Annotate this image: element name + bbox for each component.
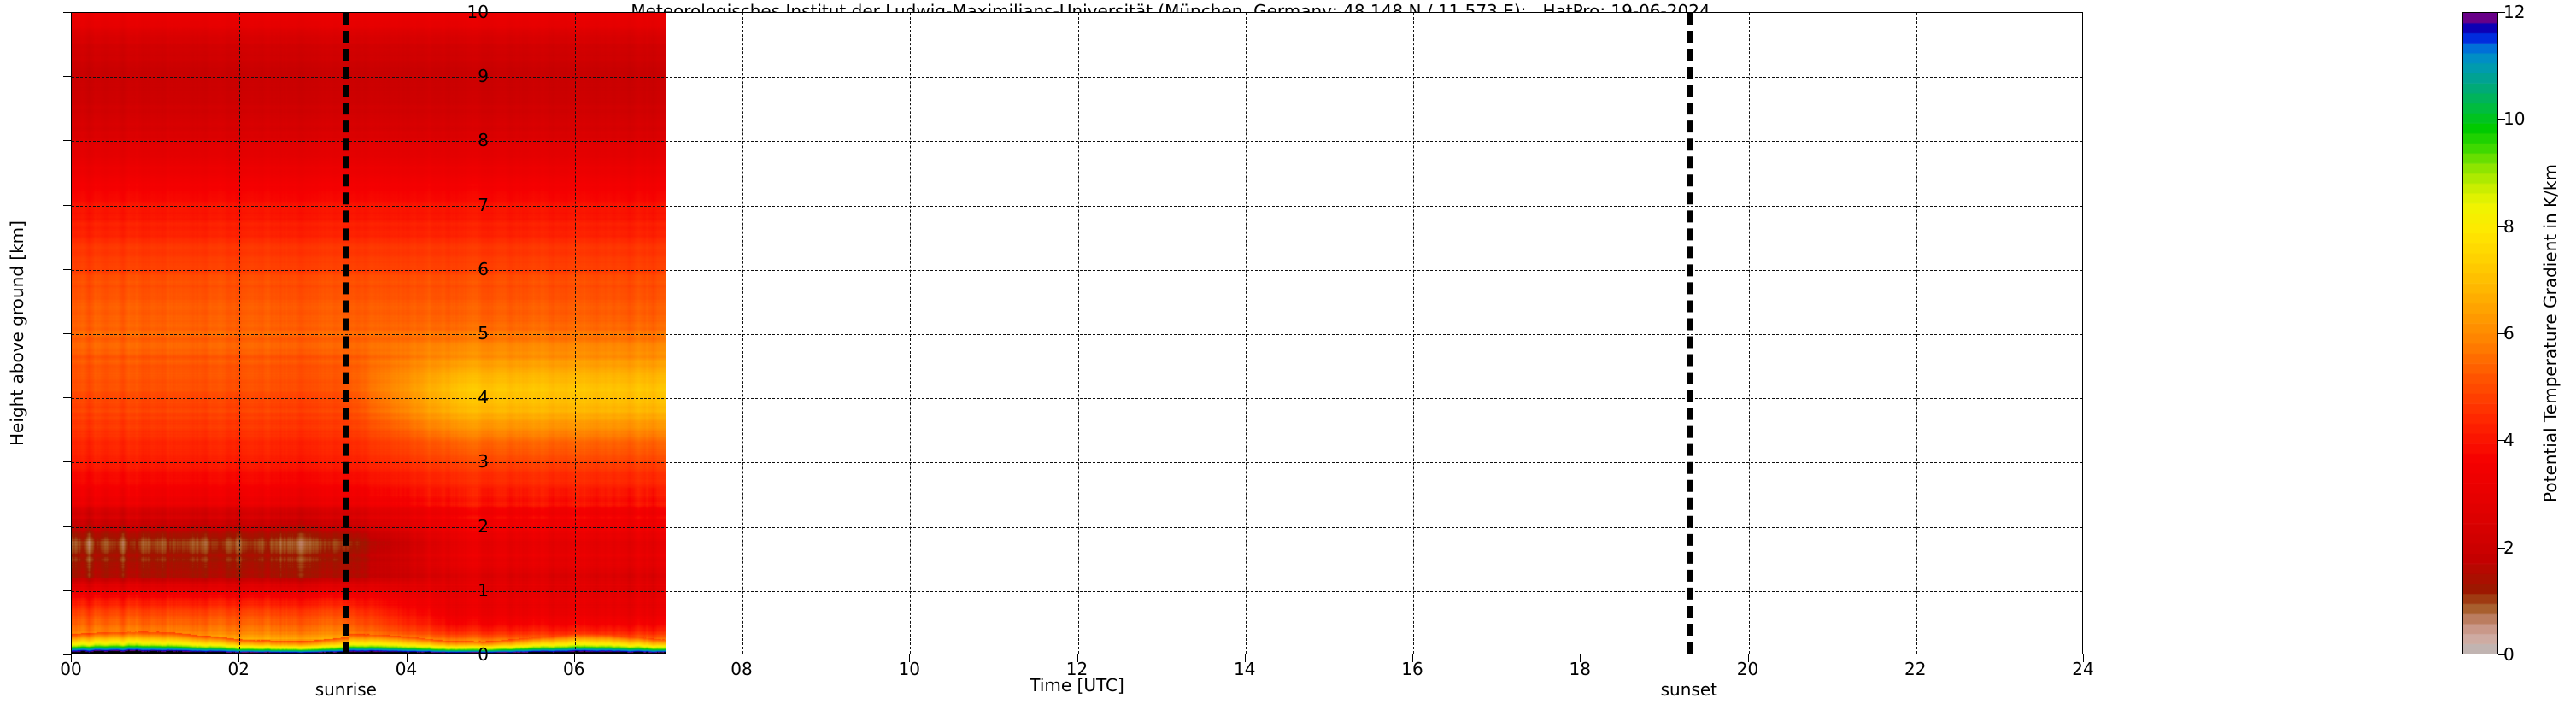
colorbar-tick-label: 8	[2503, 215, 2514, 237]
x-tick-label: 06	[563, 659, 585, 679]
gridline-vertical	[1916, 13, 1917, 654]
x-tick-mark	[1244, 654, 1246, 662]
y-tick-label: 4	[478, 387, 489, 408]
x-tick-label: 22	[1904, 659, 1927, 679]
x-tick-label: 04	[395, 659, 418, 679]
colorbar-tick-label: 0	[2503, 644, 2514, 665]
colorbar-tick-label: 10	[2503, 109, 2526, 130]
heatmap-canvas	[72, 13, 666, 654]
colorbar-tick-mark	[2498, 12, 2505, 13]
gridline-vertical	[1748, 13, 1750, 654]
colorbar-tick-mark	[2498, 333, 2505, 334]
y-tick-mark	[63, 590, 71, 591]
gridline-vertical	[742, 13, 743, 654]
y-tick-label: 3	[478, 451, 489, 472]
x-tick-mark	[1412, 654, 1413, 662]
colorbar-tick-label: 2	[2503, 537, 2514, 558]
y-tick-label: 7	[478, 194, 489, 215]
y-tick-mark	[63, 654, 71, 655]
x-tick-label: 20	[1736, 659, 1759, 679]
x-tick-mark	[2083, 654, 2084, 662]
colorbar-tick-mark	[2498, 226, 2505, 227]
x-tick-mark	[909, 654, 911, 662]
sunset-label: sunset	[1660, 679, 1717, 700]
x-tick-label: 18	[1569, 659, 1591, 679]
x-tick-mark	[1747, 654, 1749, 662]
y-tick-mark	[63, 140, 71, 142]
x-tick-label: 14	[1234, 659, 1256, 679]
y-tick-mark	[63, 461, 71, 463]
colorbar-label: Potential Temperature Gradient in K/km	[2540, 164, 2561, 502]
y-tick-mark	[63, 397, 71, 399]
x-tick-label: 00	[60, 659, 82, 679]
colorbar-tick-mark	[2498, 119, 2505, 120]
colorbar[interactable]	[2462, 12, 2498, 654]
gridline-vertical	[1413, 13, 1414, 654]
y-tick-mark	[63, 12, 71, 13]
x-axis-label: Time [UTC]	[1030, 675, 1124, 695]
x-tick-label: 24	[2072, 659, 2094, 679]
gridline-vertical	[910, 13, 912, 654]
y-tick-label: 9	[478, 66, 489, 87]
x-tick-label: 16	[1401, 659, 1423, 679]
y-tick-label: 0	[478, 644, 489, 665]
x-tick-mark	[1077, 654, 1078, 662]
gridline-vertical	[1245, 13, 1247, 654]
colorbar-canvas	[2463, 13, 2497, 654]
colorbar-tick-label: 4	[2503, 430, 2514, 451]
y-axis-label-wrap: Height above ground [km]	[7, 0, 41, 666]
y-tick-label: 6	[478, 258, 489, 279]
sunrise-label: sunrise	[314, 679, 377, 700]
y-tick-label: 10	[466, 2, 489, 22]
gridline-vertical	[1077, 13, 1079, 654]
x-tick-mark	[406, 654, 408, 662]
y-tick-label: 8	[478, 130, 489, 151]
y-tick-label: 2	[478, 515, 489, 537]
colorbar-tick-mark	[2498, 547, 2505, 549]
x-tick-label: 02	[227, 659, 249, 679]
x-tick-mark	[1580, 654, 1581, 662]
colorbar-tick-mark	[2498, 654, 2505, 655]
y-tick-label: 1	[478, 579, 489, 601]
y-tick-mark	[63, 525, 71, 527]
y-tick-mark	[63, 268, 71, 270]
y-tick-mark	[63, 204, 71, 206]
heatmap-data-layer	[72, 13, 666, 654]
heatmap-plot-area[interactable]	[71, 12, 2083, 654]
x-tick-label: 10	[898, 659, 920, 679]
y-axis-label: Height above ground [km]	[7, 220, 27, 446]
sunset-line	[1687, 13, 1693, 654]
y-tick-mark	[63, 333, 71, 334]
y-tick-label: 5	[478, 323, 489, 343]
x-tick-label: 08	[731, 659, 753, 679]
x-tick-mark	[238, 654, 240, 662]
y-tick-mark	[63, 76, 71, 78]
colorbar-tick-mark	[2498, 440, 2505, 442]
sunrise-line	[343, 13, 350, 654]
x-tick-label: 12	[1065, 659, 1088, 679]
x-tick-mark	[573, 654, 575, 662]
x-tick-mark	[71, 654, 72, 662]
colorbar-tick-label: 12	[2503, 2, 2526, 22]
colorbar-tick-label: 6	[2503, 323, 2514, 343]
